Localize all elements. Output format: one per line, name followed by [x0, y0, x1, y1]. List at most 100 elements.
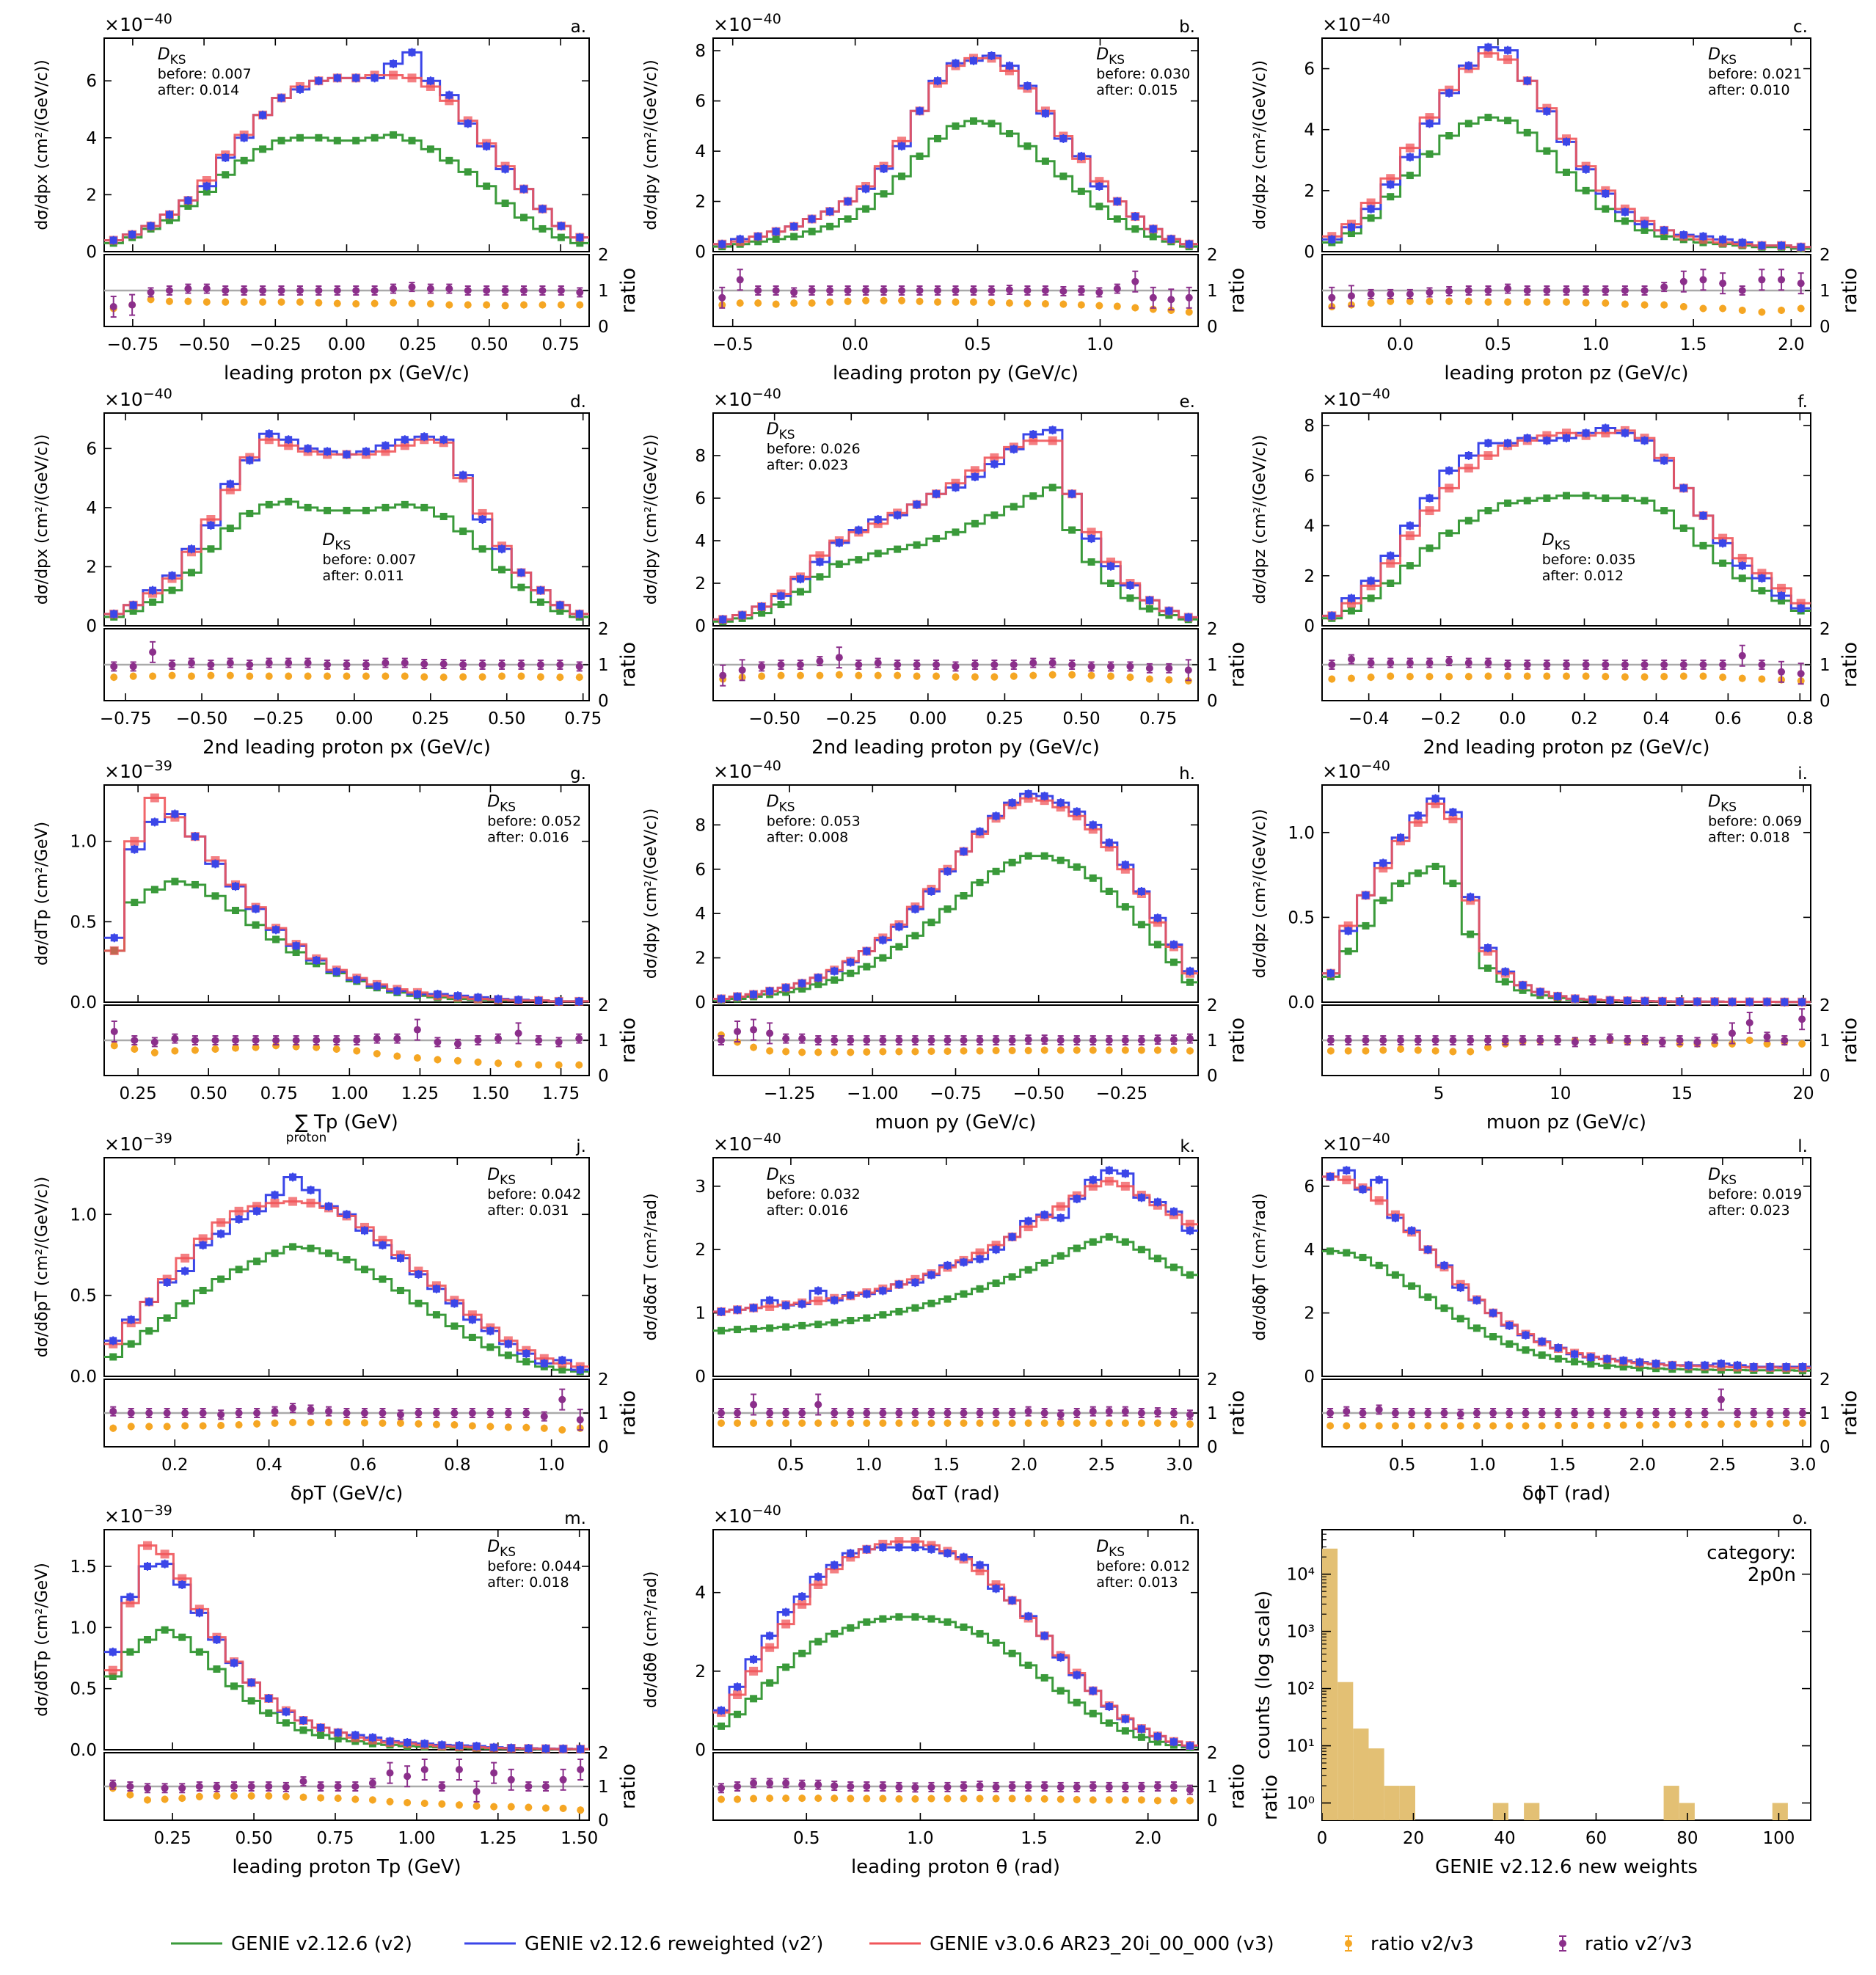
v2-point	[1375, 1261, 1383, 1269]
v2p-point	[734, 993, 742, 1001]
ratio-v2p-point	[459, 661, 467, 668]
series-v2-line	[713, 1616, 1198, 1749]
x-tick-label: −0.50	[178, 335, 230, 354]
v2p-point	[494, 995, 503, 1003]
v2p-point	[1121, 1715, 1129, 1723]
ratio-v2-point	[814, 1048, 822, 1056]
ratio-v2p-point	[1711, 1034, 1719, 1043]
ks-label: DKS	[767, 793, 795, 815]
v3-point	[733, 1690, 742, 1699]
main-axes-frame	[1321, 37, 1811, 252]
v2-point	[895, 943, 903, 951]
v2-point	[1105, 1233, 1113, 1241]
ratio-v2p-point	[1095, 288, 1103, 296]
v2-point	[1347, 230, 1355, 238]
v2-point	[439, 512, 448, 520]
v2p-point	[1635, 1358, 1643, 1366]
ratio-v2-point	[1040, 1046, 1048, 1054]
ratio-v2p-point	[178, 1784, 186, 1792]
ratio-v2p-point	[171, 1034, 179, 1043]
ratio-v2p-point	[952, 662, 960, 671]
v2p-point	[1641, 997, 1649, 1005]
v2-point	[798, 985, 806, 993]
v2-point	[1073, 1698, 1081, 1706]
ratio-v2p-point	[128, 301, 136, 309]
ratio-v2-point	[831, 1419, 839, 1427]
x-tick-label: 3.0	[1166, 1456, 1193, 1475]
ratio-v2p-point	[1347, 292, 1355, 300]
x-tick-label: 0.00	[909, 709, 946, 729]
ratio-v2-point	[149, 672, 157, 680]
v2p-point	[525, 1745, 533, 1752]
v2p-point	[1719, 539, 1727, 547]
ratio-v2p-point	[913, 661, 921, 668]
ratio-v2-point	[911, 1419, 919, 1427]
ks-d: D	[767, 1166, 779, 1184]
v2p-point	[927, 1545, 935, 1553]
ks-after: after: 0.015	[1096, 82, 1178, 98]
ratio-v2p-point	[1489, 1409, 1497, 1417]
ratio-tick-label: 2	[1207, 996, 1218, 1015]
ratio-v2-point	[1023, 299, 1032, 307]
ks-label: DKS	[1096, 45, 1125, 67]
v2-point	[750, 1695, 758, 1703]
ratio-v2p-point	[1621, 661, 1629, 668]
v2p-point	[1414, 811, 1422, 819]
ratio-v2-point	[1029, 671, 1037, 679]
ratio-v2-point	[1582, 299, 1590, 307]
v2-point	[1523, 497, 1531, 505]
ratio-v2p-point	[1414, 1037, 1422, 1044]
ratio-v2p-point	[1387, 659, 1395, 667]
v2-point	[1602, 494, 1610, 502]
ratio-v2-point	[766, 1795, 774, 1803]
ks-d: D	[1542, 531, 1555, 550]
y-tick-label: 0.0	[70, 993, 97, 1012]
ratio-v2p-point	[895, 1409, 903, 1417]
v2-point	[718, 1722, 726, 1730]
v2p-point	[1522, 1331, 1530, 1339]
v2-point	[879, 1311, 887, 1319]
ratio-v2p-point	[911, 1409, 919, 1417]
v2-point	[1758, 587, 1766, 595]
v2p-point	[539, 205, 547, 213]
v2p-point	[1391, 1214, 1399, 1222]
v2-point	[127, 1340, 135, 1348]
v2-point	[178, 1633, 186, 1641]
ks-d: D	[487, 793, 500, 811]
v3-point	[178, 1574, 187, 1583]
v2p-point	[1758, 574, 1766, 583]
v2-point	[161, 1626, 169, 1634]
v2p-point	[847, 1291, 855, 1299]
ratio-v2-point	[960, 1047, 968, 1055]
panel-letter: e.	[1180, 393, 1195, 412]
v3-point	[765, 1643, 775, 1652]
v2p-point	[1523, 77, 1531, 85]
ratio-v2p-point	[1641, 1037, 1649, 1044]
v3-point	[225, 485, 235, 494]
ratio-axis-label: ratio	[1839, 1018, 1861, 1063]
v2p-point	[831, 1561, 839, 1569]
ratio-v2p-point	[927, 1037, 935, 1044]
ratio-v2-point	[382, 672, 390, 680]
ratio-tick-label: 0	[598, 1438, 609, 1457]
ratio-v2p-point	[379, 1409, 387, 1417]
x-tick-label: 0.25	[120, 1084, 157, 1103]
v2-point	[1362, 921, 1370, 930]
ratio-v2p-point	[1008, 1037, 1016, 1044]
v2p-point	[289, 1173, 297, 1181]
v2p-point	[1745, 998, 1753, 1006]
ratio-axis-label: ratio	[617, 1764, 640, 1809]
ks-d: D	[487, 1538, 500, 1556]
v2-point	[1472, 1324, 1481, 1332]
v2p-point	[1571, 1350, 1579, 1358]
v2-point	[1347, 607, 1355, 615]
v2-point	[879, 1615, 887, 1623]
ratio-v2-point	[1121, 1419, 1129, 1427]
x-axis-label: δαT (rad)	[911, 1483, 1000, 1505]
ratio-v2p-point	[1440, 1409, 1448, 1417]
v2-point	[230, 1682, 238, 1690]
ratio-v2p-point	[798, 1781, 806, 1789]
x-axis-label: leading proton pz (GeV/c)	[1444, 362, 1688, 384]
ratio-v2p-point	[1347, 655, 1355, 663]
ratio-v2-point	[1798, 1040, 1806, 1048]
